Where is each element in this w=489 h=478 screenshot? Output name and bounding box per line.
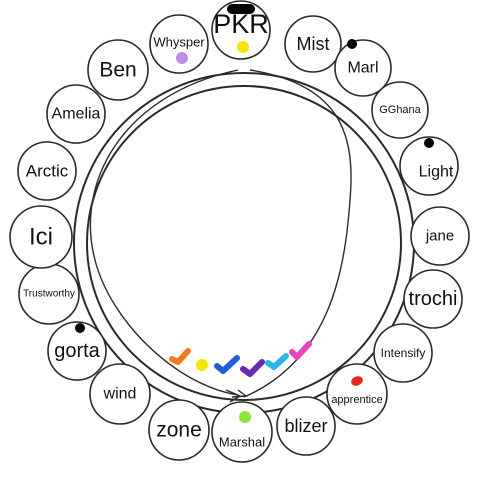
- seat-trustworthy: Trustworthy: [18, 263, 80, 325]
- seat-circle: [399, 136, 459, 196]
- seat-label: Intensify: [381, 346, 426, 360]
- seat-label: GGhana: [379, 104, 421, 116]
- seat-circle: [371, 81, 429, 139]
- seat-label: apprentice: [331, 394, 382, 406]
- seat-circle: [17, 141, 77, 201]
- seat-circle: [410, 206, 470, 266]
- seat-label: zone: [156, 419, 202, 442]
- color-check-mark: [214, 355, 240, 374]
- color-check-mark: [240, 359, 265, 377]
- seat-wind: wind: [89, 363, 151, 425]
- seat-label: trochi: [409, 288, 458, 310]
- color-check-mark: [265, 353, 289, 370]
- seat-trochi: trochi: [403, 269, 463, 329]
- seat-color-dot: [237, 41, 249, 53]
- seat-circle: [211, 401, 273, 463]
- seat-label: jane: [425, 228, 454, 245]
- seat-color-dot: [351, 376, 363, 386]
- seat-label: Ben: [99, 59, 136, 82]
- seat-pkr: PKR: [211, 0, 271, 60]
- seat-circle: [148, 399, 210, 461]
- right-arrow: [231, 69, 352, 398]
- seat-circle: [149, 14, 209, 74]
- seat-apprentice: apprentice: [326, 363, 388, 425]
- seat-circle: [47, 321, 107, 381]
- seat-circle: [89, 363, 151, 425]
- seat-circle: [87, 39, 149, 101]
- seat-marshal: Marshal: [211, 401, 273, 463]
- inner-circle: [86, 85, 402, 401]
- color-check-mark: [169, 348, 191, 365]
- seat-ben: Ben: [87, 39, 149, 101]
- inner-ring: [73, 72, 415, 414]
- color-check-mark: [196, 359, 208, 371]
- seat-color-dot: [176, 52, 188, 64]
- seat-circle: [46, 84, 106, 144]
- checkmark-row: [169, 341, 312, 377]
- seat-circle: [373, 323, 433, 383]
- seat-blizer: blizer: [276, 396, 336, 456]
- seat-label: gorta: [54, 340, 100, 362]
- seat-circle: [284, 15, 342, 73]
- seat-circle: [334, 39, 392, 97]
- seat-label: Light: [419, 164, 454, 181]
- seat-label: Marshal: [219, 435, 265, 450]
- seat-label: Marl: [347, 60, 378, 77]
- seat-marker: [347, 39, 357, 49]
- seat-whysper: Whysper: [149, 14, 209, 74]
- seat-marker: [75, 323, 85, 333]
- seat-circle: [326, 363, 388, 425]
- seat-circle: [9, 205, 73, 269]
- seat-light: Light: [399, 136, 459, 196]
- seat-jane: jane: [410, 206, 470, 266]
- seat-zone: zone: [148, 399, 210, 461]
- seat-amelia: Amelia: [46, 84, 106, 144]
- seat-gghana: GGhana: [371, 81, 429, 139]
- seat-marker: [227, 4, 255, 14]
- seat-label: wind: [103, 386, 137, 403]
- seat-circle: [276, 396, 336, 456]
- seat-label: Trustworthy: [23, 289, 75, 300]
- seat-label: Ici: [29, 224, 53, 251]
- seat-ici: Ici: [9, 205, 73, 269]
- seat-marl: Marl: [334, 39, 392, 97]
- seat-ring: PKR Mist Marl GGhana Light jane trochi Intensif…: [9, 0, 470, 463]
- seat-label: Arctic: [26, 162, 69, 181]
- seat-circle: [211, 0, 271, 60]
- seat-label: blizer: [284, 416, 327, 436]
- seat-circle: [403, 269, 463, 329]
- seat-gorta: gorta: [47, 321, 107, 381]
- seat-intensify: Intensify: [373, 323, 433, 383]
- seat-label: Amelia: [52, 106, 101, 123]
- seat-label: Whysper: [153, 35, 205, 50]
- seat-color-dot: [239, 411, 251, 423]
- seat-marker: [424, 138, 434, 148]
- seat-label: Mist: [297, 34, 330, 54]
- seat-arctic: Arctic: [17, 141, 77, 201]
- seat-mist: Mist: [284, 15, 342, 73]
- color-check-mark: [289, 341, 312, 360]
